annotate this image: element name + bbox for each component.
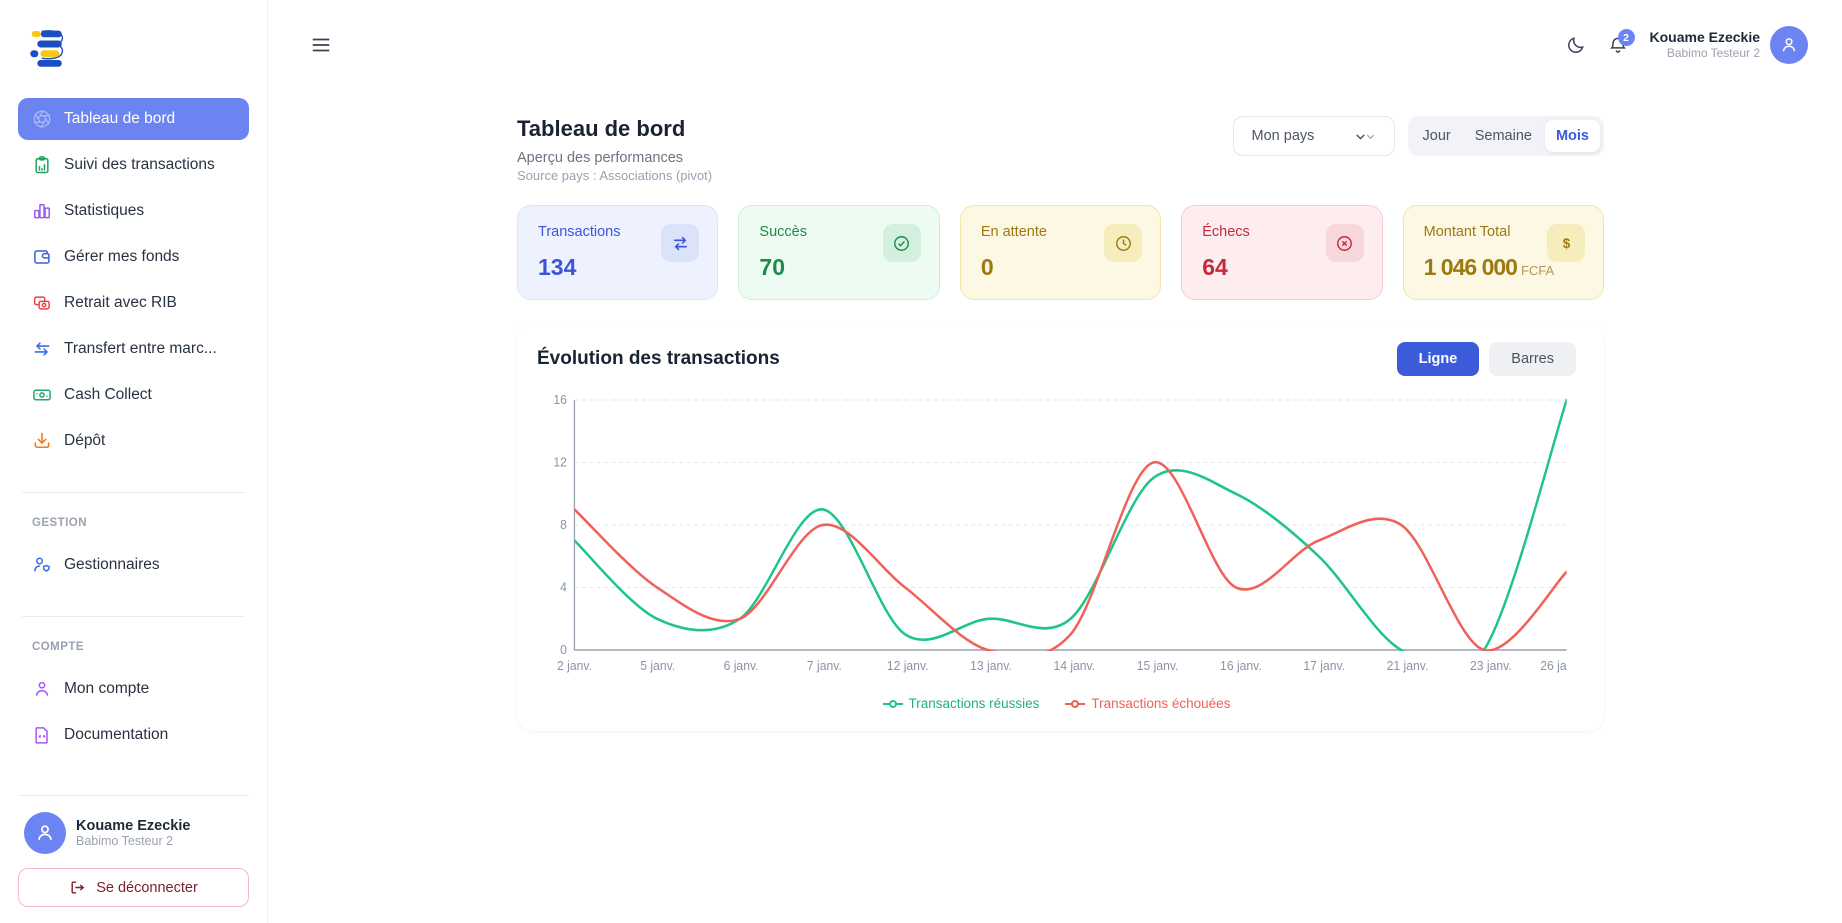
svg-text:17 janv.: 17 janv.	[1303, 659, 1345, 673]
svg-text:12 janv.: 12 janv.	[887, 659, 929, 673]
svg-text:7 janv.: 7 janv.	[807, 659, 842, 673]
svg-text:16: 16	[553, 393, 567, 407]
svg-text:15 janv.: 15 janv.	[1137, 659, 1179, 673]
svg-text:21 janv.: 21 janv.	[1387, 659, 1429, 673]
svg-text:6 janv.: 6 janv.	[724, 659, 759, 673]
svg-text:23 janv.: 23 janv.	[1470, 659, 1512, 673]
svg-text:8: 8	[560, 518, 567, 532]
svg-text:5 janv.: 5 janv.	[640, 659, 675, 673]
svg-text:14 janv.: 14 janv.	[1053, 659, 1095, 673]
svg-text:13 janv.: 13 janv.	[970, 659, 1012, 673]
svg-text:2 janv.: 2 janv.	[557, 659, 592, 673]
svg-text:4: 4	[560, 580, 567, 594]
svg-text:16 janv.: 16 janv.	[1220, 659, 1262, 673]
svg-text:12: 12	[553, 455, 567, 469]
svg-text:0: 0	[560, 643, 567, 657]
svg-text:26 ja: 26 ja	[1540, 659, 1566, 673]
svg-text:$: $	[1562, 235, 1570, 250]
